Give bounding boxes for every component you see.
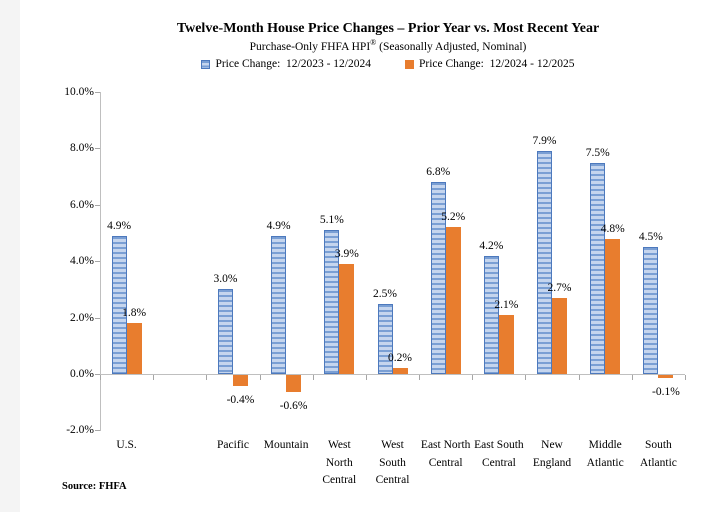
value-label: 4.2% bbox=[479, 239, 504, 252]
x-axis-tick bbox=[419, 375, 420, 380]
x-axis-tick bbox=[366, 375, 367, 380]
bar-prior-8 bbox=[590, 162, 606, 374]
value-label: 3.0% bbox=[213, 273, 238, 286]
value-label: 4.9% bbox=[107, 219, 132, 232]
bar-prior-7 bbox=[537, 151, 552, 374]
value-label: 6.8% bbox=[426, 166, 451, 179]
y-tick-label: 10.0% bbox=[64, 86, 94, 98]
registered-trademark-symbol: ® bbox=[370, 38, 377, 48]
bar-prior-1 bbox=[218, 289, 233, 374]
bar-prior-0 bbox=[111, 235, 127, 374]
bar-prior-5 bbox=[430, 182, 446, 374]
x-axis-tick bbox=[313, 375, 314, 380]
y-tick-label: -2.0% bbox=[66, 424, 94, 437]
legend-item-prior-year: Price Change: 12/2023 - 12/2024 bbox=[201, 58, 371, 70]
value-label: 4.8% bbox=[600, 222, 625, 235]
x-axis-tick bbox=[100, 375, 101, 380]
value-label: 2.1% bbox=[494, 298, 519, 311]
bar-recent-8 bbox=[605, 238, 621, 374]
bar-recent-1 bbox=[233, 375, 248, 387]
y-tick-label: 6.0% bbox=[70, 198, 94, 211]
y-axis-tick bbox=[95, 317, 100, 319]
value-label: -0.6% bbox=[279, 399, 308, 412]
value-label: 5.1% bbox=[319, 214, 344, 227]
bar-recent-9 bbox=[658, 375, 674, 378]
x-axis-tick bbox=[685, 375, 686, 380]
value-label: 0.2% bbox=[388, 352, 412, 365]
x-axis-tick bbox=[260, 375, 261, 380]
y-tick-label: 4.0% bbox=[70, 255, 94, 268]
category-label: East South Central bbox=[474, 439, 524, 469]
bar-recent-0 bbox=[126, 323, 142, 374]
y-axis-tick bbox=[95, 92, 100, 93]
x-axis-tick bbox=[632, 375, 633, 380]
value-label: 1.8% bbox=[122, 307, 147, 320]
y-axis-tick bbox=[95, 374, 100, 375]
bar-prior-3 bbox=[324, 230, 340, 374]
chart-title: Twelve-Month House Price Changes – Prior… bbox=[176, 21, 600, 36]
subtitle-text-rest: (Seasonally Adjusted, Nominal) bbox=[376, 41, 527, 53]
value-label: 7.9% bbox=[532, 135, 557, 148]
bar-recent-2 bbox=[286, 375, 302, 392]
y-tick-label: 0.0% bbox=[70, 368, 94, 380]
source-label: Source: FHFA bbox=[62, 481, 127, 492]
value-label: 5.2% bbox=[441, 211, 466, 224]
category-label: West North Central bbox=[322, 439, 357, 486]
left-margin-strip bbox=[0, 0, 20, 512]
chart-subtitle: Purchase-Only FHFA HPI® (Seasonally Adju… bbox=[54, 37, 722, 54]
bar-prior-4 bbox=[377, 303, 393, 374]
bar-recent-4 bbox=[392, 368, 408, 374]
bar-recent-5 bbox=[445, 227, 461, 374]
y-tick-label: 8.0% bbox=[70, 142, 94, 155]
value-label: 3.9% bbox=[334, 248, 359, 260]
category-label: New England bbox=[532, 439, 572, 469]
bar-prior-6 bbox=[483, 255, 499, 374]
bar-prior-2 bbox=[271, 235, 287, 374]
x-axis-tick bbox=[206, 375, 207, 380]
x-axis-tick bbox=[525, 375, 526, 380]
bar-recent-7 bbox=[552, 297, 567, 374]
blue-striped-swatch-icon bbox=[201, 59, 211, 69]
x-axis-tick bbox=[153, 375, 154, 380]
category-label: Mountain bbox=[263, 439, 309, 451]
category-label: U.S. bbox=[116, 439, 137, 451]
value-label: 4.5% bbox=[638, 231, 663, 244]
legend-label-recent-year: Price Change: 12/2024 - 12/2025 bbox=[419, 58, 575, 70]
y-axis-tick bbox=[95, 148, 100, 150]
value-label: 2.5% bbox=[373, 287, 397, 300]
value-label: -0.1% bbox=[651, 385, 680, 398]
orange-solid-swatch-icon bbox=[405, 59, 414, 69]
y-axis-tick bbox=[95, 430, 100, 432]
y-axis-line bbox=[100, 92, 101, 432]
chart-legend: Price Change: 12/2023 - 12/2024 Price Ch… bbox=[54, 58, 722, 70]
legend-item-recent-year: Price Change: 12/2024 - 12/2025 bbox=[405, 58, 575, 70]
y-axis-tick bbox=[95, 204, 100, 206]
category-label: West South Central bbox=[375, 439, 410, 486]
category-label: Pacific bbox=[217, 439, 249, 451]
chart-header: Twelve-Month House Price Changes – Prior… bbox=[54, 0, 722, 54]
bar-prior-9 bbox=[643, 247, 659, 374]
category-label: Middle Atlantic bbox=[586, 439, 624, 469]
x-axis-tick bbox=[579, 375, 580, 380]
value-label: 7.5% bbox=[585, 146, 610, 159]
category-label: South Atlantic bbox=[639, 439, 677, 469]
y-tick-label: 2.0% bbox=[70, 311, 94, 324]
x-axis-tick bbox=[472, 375, 473, 380]
legend-label-prior-year: Price Change: 12/2023 - 12/2024 bbox=[215, 58, 371, 70]
value-label: 2.7% bbox=[547, 281, 572, 294]
category-label: East North Central bbox=[420, 439, 471, 469]
subtitle-text: Purchase-Only FHFA HPI bbox=[249, 41, 371, 53]
x-axis-line bbox=[100, 374, 685, 375]
bar-recent-6 bbox=[498, 314, 514, 374]
bar-recent-3 bbox=[339, 264, 355, 374]
value-label: -0.4% bbox=[226, 394, 255, 407]
value-label: 4.9% bbox=[266, 219, 291, 232]
y-axis-tick bbox=[95, 261, 100, 263]
